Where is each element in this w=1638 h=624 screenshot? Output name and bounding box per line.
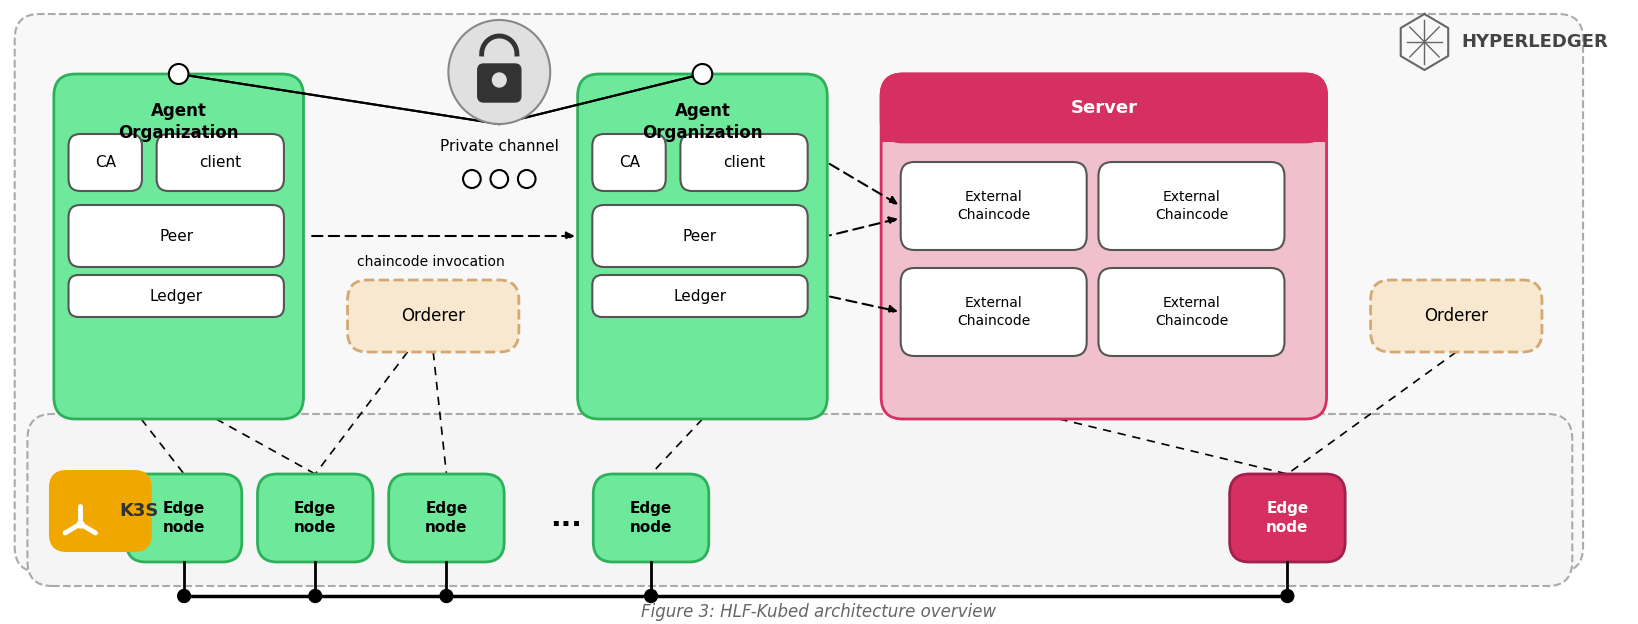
FancyBboxPatch shape <box>881 74 1327 142</box>
FancyBboxPatch shape <box>69 134 143 191</box>
Circle shape <box>449 20 550 124</box>
FancyBboxPatch shape <box>157 134 283 191</box>
Text: Orderer: Orderer <box>1425 307 1489 325</box>
FancyBboxPatch shape <box>593 205 808 267</box>
Text: Edge
node: Edge node <box>631 501 672 535</box>
FancyBboxPatch shape <box>15 14 1582 572</box>
FancyBboxPatch shape <box>257 474 373 562</box>
Text: K3S: K3S <box>120 502 159 520</box>
FancyBboxPatch shape <box>69 205 283 267</box>
Text: CA: CA <box>95 155 116 170</box>
Circle shape <box>645 590 657 603</box>
Circle shape <box>518 170 536 188</box>
Text: Private channel: Private channel <box>441 139 559 154</box>
FancyBboxPatch shape <box>347 280 519 352</box>
Circle shape <box>310 590 321 603</box>
FancyBboxPatch shape <box>1371 280 1541 352</box>
Text: CA: CA <box>619 155 640 170</box>
Text: Ledger: Ledger <box>673 288 727 303</box>
Text: Agent
Organization: Agent Organization <box>642 102 763 142</box>
Text: External
Chaincode: External Chaincode <box>1155 296 1228 328</box>
Text: Edge
node: Edge node <box>1266 501 1309 535</box>
FancyBboxPatch shape <box>881 108 1327 142</box>
FancyBboxPatch shape <box>126 474 242 562</box>
FancyBboxPatch shape <box>901 268 1086 356</box>
Text: External
Chaincode: External Chaincode <box>957 190 1030 222</box>
FancyBboxPatch shape <box>388 474 505 562</box>
Circle shape <box>441 590 452 603</box>
Circle shape <box>493 73 506 87</box>
Circle shape <box>169 64 188 84</box>
Text: Edge
node: Edge node <box>162 501 205 535</box>
Text: External
Chaincode: External Chaincode <box>1155 190 1228 222</box>
Text: client: client <box>200 155 241 170</box>
FancyBboxPatch shape <box>1099 162 1284 250</box>
FancyBboxPatch shape <box>1099 268 1284 356</box>
FancyBboxPatch shape <box>578 74 827 419</box>
Text: Ledger: Ledger <box>149 288 203 303</box>
FancyBboxPatch shape <box>28 414 1572 586</box>
Text: Figure 3: HLF-Kubed architecture overview: Figure 3: HLF-Kubed architecture overvie… <box>642 603 996 621</box>
FancyBboxPatch shape <box>901 162 1086 250</box>
FancyBboxPatch shape <box>593 275 808 317</box>
Circle shape <box>693 64 713 84</box>
FancyBboxPatch shape <box>49 470 152 552</box>
Circle shape <box>1281 590 1294 603</box>
Text: Orderer: Orderer <box>401 307 465 325</box>
Text: Server: Server <box>1070 99 1137 117</box>
Circle shape <box>464 170 480 188</box>
FancyBboxPatch shape <box>54 74 303 419</box>
Text: Edge
node: Edge node <box>426 501 467 535</box>
Circle shape <box>490 170 508 188</box>
Text: chaincode invocation: chaincode invocation <box>357 255 505 269</box>
Text: Peer: Peer <box>683 228 717 243</box>
FancyBboxPatch shape <box>593 474 709 562</box>
FancyBboxPatch shape <box>881 74 1327 419</box>
FancyBboxPatch shape <box>1230 474 1345 562</box>
Circle shape <box>177 590 190 603</box>
Text: client: client <box>722 155 765 170</box>
FancyBboxPatch shape <box>69 275 283 317</box>
Text: HYPERLEDGER: HYPERLEDGER <box>1461 33 1609 51</box>
FancyBboxPatch shape <box>593 134 665 191</box>
Text: Edge
node: Edge node <box>295 501 336 535</box>
FancyBboxPatch shape <box>478 64 521 102</box>
Text: External
Chaincode: External Chaincode <box>957 296 1030 328</box>
Text: ...: ... <box>550 504 581 532</box>
Text: Agent
Organization: Agent Organization <box>118 102 239 142</box>
Text: Peer: Peer <box>159 228 193 243</box>
FancyBboxPatch shape <box>680 134 808 191</box>
